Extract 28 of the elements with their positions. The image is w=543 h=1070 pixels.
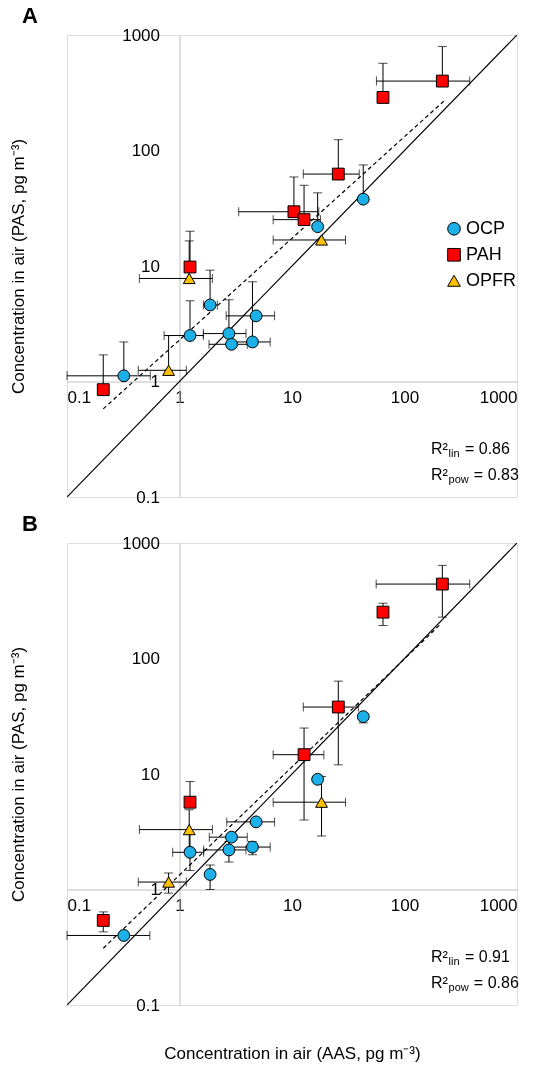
x-tick-label: 1000 (479, 896, 518, 915)
x-tick-label: 1 (175, 388, 185, 407)
x-tick-label: 0.1 (67, 896, 92, 915)
y-tick-label: 10 (141, 764, 160, 784)
x-tick-label: 1 (175, 896, 185, 915)
y-tick-label: 10 (141, 256, 160, 276)
legend-label: PAH (466, 243, 502, 264)
x-tick-label: 1000 (479, 388, 518, 407)
y-tick-label: 1 (150, 880, 160, 899)
x-tick-label: 100 (390, 388, 420, 407)
y-tick-label: 1000 (122, 533, 160, 553)
y-tick-label: 100 (131, 649, 160, 668)
y-axis-title: Concentration in air (PAS, pg m⁻³) (8, 646, 28, 903)
chart-title: A (22, 3, 38, 28)
y-tick-label: 0.1 (136, 487, 160, 507)
y-tick-label: 1000 (122, 25, 160, 45)
y-tick-label: 0.1 (136, 995, 160, 1015)
x-tick-label: 0.1 (67, 388, 92, 407)
x-tick-label: 100 (390, 896, 420, 915)
chart-title: B (22, 511, 38, 536)
x-axis-title: Concentration in air (AAS, pg m⁻³) (164, 1043, 421, 1063)
y-tick-label: 1 (150, 372, 160, 391)
legend-label: OPFR (466, 269, 517, 290)
y-tick-label: 100 (131, 141, 160, 160)
y-axis-title: Concentration in air (PAS, pg m⁻³) (8, 138, 28, 395)
x-tick-label: 10 (283, 388, 302, 407)
x-tick-label: 10 (283, 896, 302, 915)
legend-label: OCP (466, 217, 506, 238)
